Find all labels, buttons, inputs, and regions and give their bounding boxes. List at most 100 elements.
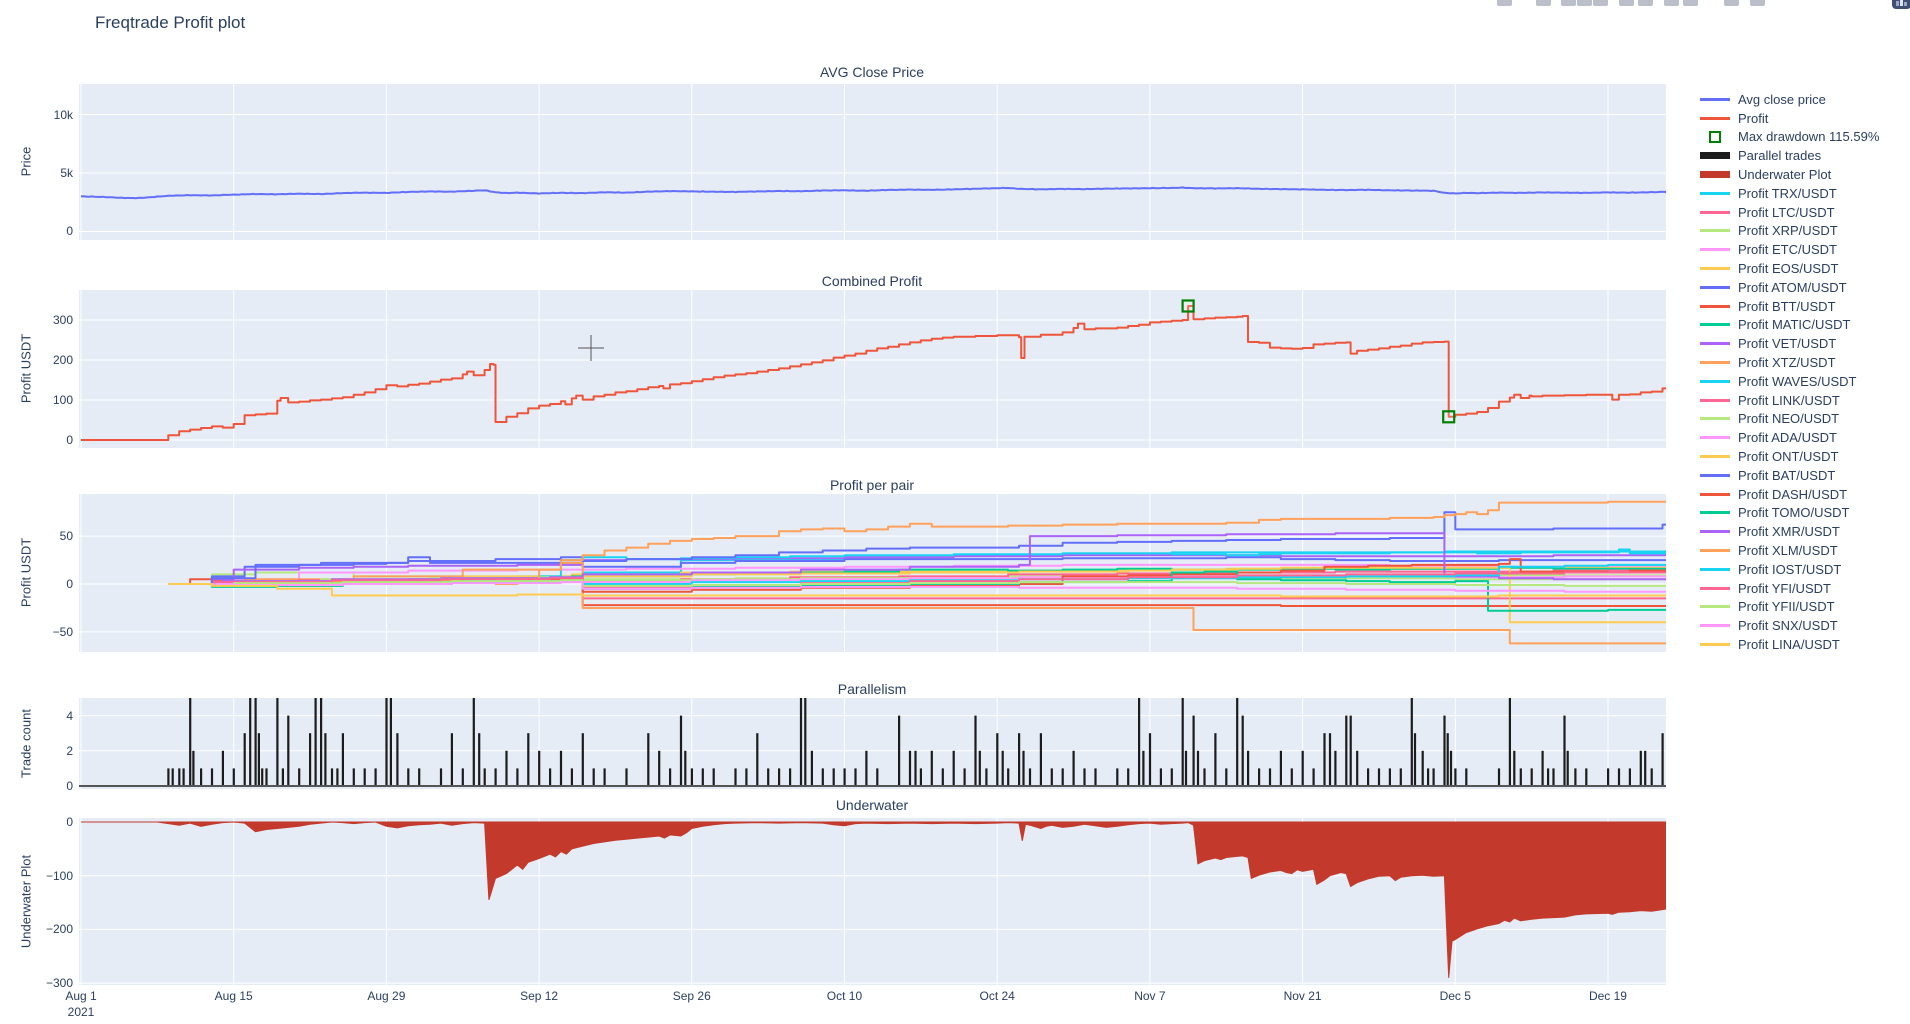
legend-label: Profit XRP/USDT [1738, 223, 1838, 239]
parallel-trades-bar [257, 733, 260, 786]
pan-icon[interactable] [1561, 0, 1576, 6]
legend-item-profit-lina-usdt[interactable]: Profit LINA/USDT [1700, 635, 1879, 654]
parallel-trades-bar [1072, 750, 1075, 786]
parallel-trades-bar [658, 750, 661, 786]
legend-item-profit-yfi-usdt[interactable]: Profit YFI/USDT [1700, 579, 1879, 598]
legend-item-profit-waves-usdt[interactable]: Profit WAVES/USDT [1700, 372, 1879, 391]
parallel-trades-bar [1399, 768, 1402, 786]
legend-line-swatch [1700, 436, 1730, 440]
parallel-trades-bar [1547, 768, 1550, 786]
legend-label: Profit YFII/USDT [1738, 599, 1835, 615]
legend-line-swatch [1700, 605, 1730, 609]
legend-item-profit-atom-usdt[interactable]: Profit ATOM/USDT [1700, 278, 1879, 297]
parallel-trades-bar [669, 768, 672, 786]
ytick-underwater-300: −300 [45, 976, 73, 991]
zoom-icon[interactable] [1536, 0, 1551, 6]
legend-item-profit-matic-usdt[interactable]: Profit MATIC/USDT [1700, 316, 1879, 335]
legend-item-profit-btt-usdt[interactable]: Profit BTT/USDT [1700, 297, 1879, 316]
legend-label: Profit [1738, 110, 1769, 126]
legend-label: Max drawdown 115.59% [1738, 129, 1880, 145]
legend-item-profit-ltc-usdt[interactable]: Profit LTC/USDT [1700, 203, 1879, 222]
parallel-trades-bar [1676, 751, 1678, 786]
parallel-trades-bar [1349, 715, 1352, 786]
ytick-parallelism-2: 2 [66, 743, 73, 758]
trace-profit-yfii-usdt [168, 579, 1666, 587]
legend-item-profit-link-usdt[interactable]: Profit LINK/USDT [1700, 391, 1879, 410]
zoom-out-icon[interactable] [1638, 0, 1653, 6]
parallel-trades-bar [330, 768, 334, 786]
legend-item-profit-xtz-usdt[interactable]: Profit XTZ/USDT [1700, 353, 1879, 372]
legend-item-profit-xrp-usdt[interactable]: Profit XRP/USDT [1700, 222, 1879, 241]
legend-item-profit-yfii-usdt[interactable]: Profit YFII/USDT [1700, 598, 1879, 617]
plotly-logo[interactable] [1892, 0, 1910, 9]
ytick-profit-per-pair-0: 0 [66, 577, 73, 591]
parallel-trades-bar [952, 750, 955, 786]
parallel-trades-bar [1181, 698, 1184, 786]
parallel-trades-bar [221, 750, 224, 786]
parallel-trades-bar [1650, 768, 1653, 786]
legend-item-profit-dash-usdt[interactable]: Profit DASH/USDT [1700, 485, 1879, 504]
ytick-combined-profit-300: 300 [52, 313, 73, 327]
parallel-trades-bar [810, 750, 813, 786]
parallel-trades-bar [418, 768, 421, 786]
ytick-underwater-100: −100 [45, 868, 73, 883]
legend-item-avg-close-price[interactable]: Avg close price [1700, 90, 1879, 109]
legend-item-profit-ada-usdt[interactable]: Profit ADA/USDT [1700, 428, 1879, 447]
parallel-trades-bar [1061, 768, 1064, 786]
trace-profit-snx-usdt [168, 581, 1666, 593]
parallel-trades-bar [396, 733, 399, 786]
camera-icon[interactable] [1497, 0, 1512, 6]
parallel-trades-bar [374, 768, 377, 786]
parallel-trades-bar [385, 698, 388, 786]
legend-line-swatch [1700, 285, 1730, 289]
box-select-icon[interactable] [1577, 0, 1592, 6]
parallel-trades-bar [1541, 750, 1544, 786]
trace-profit-xlm-usdt [168, 500, 1666, 585]
parallel-trades-bar [1334, 750, 1337, 786]
legend-item-profit-snx-usdt[interactable]: Profit SNX/USDT [1700, 616, 1879, 635]
toggle-spikelines-icon[interactable] [1724, 0, 1739, 6]
parallel-trades-bar [1236, 698, 1239, 786]
autoscale-icon[interactable] [1664, 0, 1679, 6]
parallel-trades-bar [505, 750, 508, 786]
legend-item-profit-neo-usdt[interactable]: Profit NEO/USDT [1700, 410, 1879, 429]
ytick-underwater-0: 0 [66, 815, 73, 830]
reset-axes-icon[interactable] [1683, 0, 1698, 6]
legend-item-profit[interactable]: Profit [1700, 109, 1879, 128]
legend-line-swatch [1700, 97, 1730, 101]
legend-item-profit-vet-usdt[interactable]: Profit VET/USDT [1700, 334, 1879, 353]
legend-label: Profit EOS/USDT [1738, 261, 1839, 277]
legend-item-parallel-trades[interactable]: Parallel trades [1700, 146, 1879, 165]
lasso-icon[interactable] [1593, 0, 1608, 6]
legend-item-profit-eos-usdt[interactable]: Profit EOS/USDT [1700, 259, 1879, 278]
parallel-trades-bar [320, 698, 323, 786]
parallel-trades-bar [603, 768, 606, 786]
parallel-trades-bar [1083, 768, 1086, 786]
legend-label: Profit IOST/USDT [1738, 561, 1842, 577]
parallel-trades-bar [324, 733, 327, 786]
parallel-trades-bar [1159, 768, 1162, 786]
legend-item-profit-bat-usdt[interactable]: Profit BAT/USDT [1700, 466, 1879, 485]
legend-item-underwater-plot[interactable]: Underwater Plot [1700, 165, 1879, 184]
parallel-trades-bar [1039, 733, 1042, 786]
legend-item-profit-tomo-usdt[interactable]: Profit TOMO/USDT [1700, 504, 1879, 523]
plot-area-avg-close-price[interactable] [79, 84, 1666, 240]
parallel-trades-bar [919, 768, 922, 786]
plot-area-combined-profit[interactable] [79, 290, 1666, 448]
legend-item-profit-iost-usdt[interactable]: Profit IOST/USDT [1700, 560, 1879, 579]
parallel-trades-bar [1028, 768, 1032, 786]
legend-label: Profit BTT/USDT [1738, 298, 1836, 314]
hover-mode-icon[interactable] [1750, 0, 1765, 6]
parallel-trades-bar [1241, 715, 1244, 786]
legend-item-max-drawdown-115-59[interactable]: Max drawdown 115.59% [1700, 128, 1879, 147]
parallel-trades-bar [985, 768, 988, 786]
legend-item-profit-trx-usdt[interactable]: Profit TRX/USDT [1700, 184, 1879, 203]
legend-item-profit-ont-usdt[interactable]: Profit ONT/USDT [1700, 447, 1879, 466]
subplot-title-combined-profit: Combined Profit [821, 273, 923, 289]
legend-item-profit-xmr-usdt[interactable]: Profit XMR/USDT [1700, 522, 1879, 541]
legend-item-profit-xlm-usdt[interactable]: Profit XLM/USDT [1700, 541, 1879, 560]
zoom-in-icon[interactable] [1619, 0, 1634, 6]
parallel-trades-bar [1214, 733, 1217, 786]
legend-item-profit-etc-usdt[interactable]: Profit ETC/USDT [1700, 240, 1879, 259]
